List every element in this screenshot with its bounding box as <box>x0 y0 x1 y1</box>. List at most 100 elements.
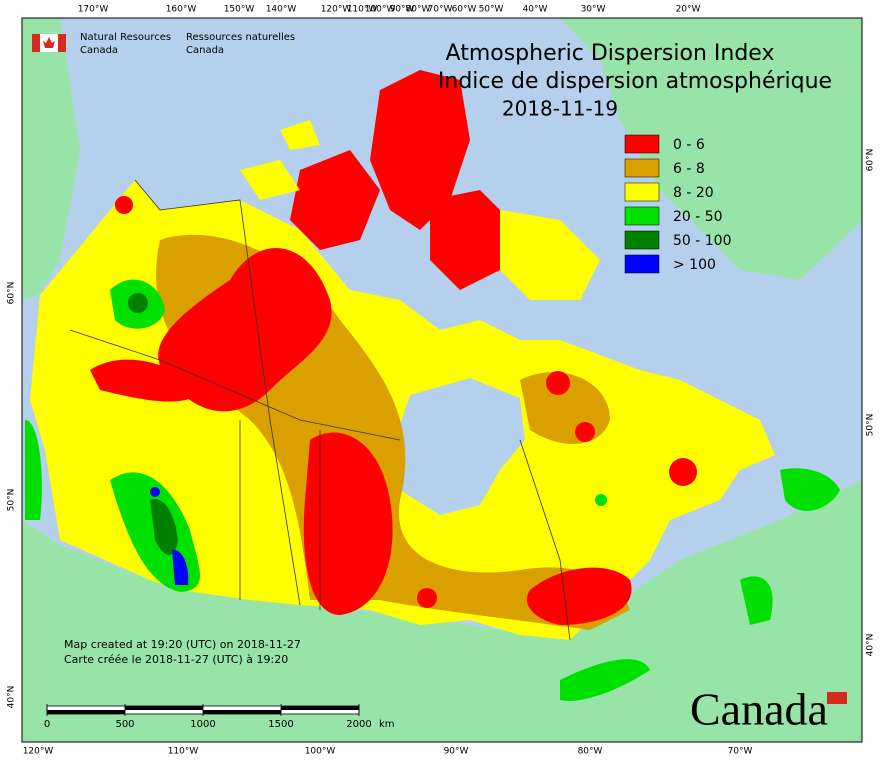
lon-label-top: 170°W <box>78 5 109 15</box>
lon-label-top: 80°W <box>406 5 431 15</box>
lat-label-left: 50°N <box>7 489 17 512</box>
region-red <box>546 371 570 395</box>
border <box>134 179 301 606</box>
region-red <box>575 422 595 442</box>
legend-label: 0 - 6 <box>673 137 705 153</box>
lon-label-top: 40°W <box>523 5 548 15</box>
title-date: 2018-11-19 <box>502 97 618 121</box>
greenland <box>560 18 862 280</box>
scale-bar-segment <box>125 706 203 710</box>
region-darkgreen <box>128 293 148 313</box>
legend-swatch <box>624 182 660 202</box>
scale-label: 1000 <box>190 719 215 730</box>
scale-bar-segment <box>203 710 281 714</box>
lon-label-top: 60°W <box>452 5 477 15</box>
region-red <box>526 567 632 625</box>
legend-swatch <box>624 134 660 154</box>
island <box>290 150 380 250</box>
region-green <box>780 468 840 511</box>
flag-bar <box>58 34 66 52</box>
lon-label-bottom: 110°W <box>168 747 199 757</box>
lat-label-right: 40°N <box>866 634 876 657</box>
lon-label-top: 90°W <box>390 5 415 15</box>
legend-label: > 100 <box>673 257 716 273</box>
legend-swatch <box>624 206 660 226</box>
region-red <box>90 359 200 402</box>
alaska <box>22 18 80 300</box>
scale-bar-segment <box>47 710 125 714</box>
border <box>519 439 571 641</box>
legend-swatch <box>624 254 660 274</box>
border <box>69 329 401 441</box>
usa <box>22 480 862 742</box>
wordmark: Canada <box>690 684 847 735</box>
title-en: Atmospheric Dispersion Index <box>446 41 775 66</box>
region-blue <box>172 549 189 585</box>
island <box>280 120 320 150</box>
agency-en: Natural Resources <box>80 32 171 43</box>
agency-en-country: Canada <box>80 45 118 56</box>
lon-label-bottom: 100°W <box>305 747 336 757</box>
lon-label-bottom: 70°W <box>728 747 753 757</box>
region-darkgreen <box>150 499 178 555</box>
region-red <box>417 588 437 608</box>
generated: 0 - 6 6 - 8 8 - 20 20 - 50 50 - 100 > 100 170°… <box>7 5 876 757</box>
lon-label-top: 110°W <box>347 5 378 15</box>
region-red <box>115 196 133 214</box>
agency-header: Natural Resources Canada Ressources natu… <box>32 32 295 56</box>
region-green <box>595 494 607 506</box>
lat-label-left: 40°N <box>7 686 17 709</box>
lon-label-top: 50°W <box>479 5 504 15</box>
frame-border <box>21 17 863 743</box>
scale-unit: km <box>379 719 395 730</box>
lon-label-top: 70°W <box>428 5 453 15</box>
lon-label-bottom: 120°W <box>23 747 54 757</box>
island <box>500 210 600 300</box>
wordmark-flag <box>827 692 847 704</box>
lat-label-right: 50°N <box>866 414 876 437</box>
lat-label-right: 60°N <box>866 149 876 172</box>
lon-label-bottom: 90°W <box>444 747 469 757</box>
credit-fr: Carte créée le 2018-11-27 (UTC) à 19:20 <box>64 653 288 666</box>
legend-label: 50 - 100 <box>673 233 732 249</box>
region-red <box>158 247 332 412</box>
region-green <box>740 576 773 625</box>
lon-label-top: 20°W <box>676 5 701 15</box>
region-blue <box>150 487 160 497</box>
flag-bar <box>32 34 40 52</box>
lon-label-top: 120°W <box>321 5 352 15</box>
credit-en: Map created at 19:20 (UTC) on 2018-11-27 <box>64 638 301 651</box>
scale-label: 1500 <box>268 719 293 730</box>
lon-label-top: 150°W <box>224 5 255 15</box>
lon-label-top: 30°W <box>581 5 606 15</box>
region-red <box>669 458 697 486</box>
region-green <box>25 420 42 520</box>
lon-label-top: 100°W <box>365 5 396 15</box>
lon-label-bottom: 80°W <box>578 747 603 757</box>
wordmark-text: Canada <box>690 684 828 735</box>
scale-label: 500 <box>115 719 134 730</box>
lon-label-top: 140°W <box>266 5 297 15</box>
map-frame <box>22 18 862 742</box>
title-fr: Indice de dispersion atmosphérique <box>438 69 832 94</box>
legend-swatch <box>624 158 660 178</box>
island <box>430 190 510 290</box>
scale-label: 0 <box>44 719 50 730</box>
region-red <box>303 432 393 615</box>
legend-swatch <box>624 230 660 250</box>
lon-label-top: 160°W <box>166 5 197 15</box>
scale-bar-segment <box>281 706 359 710</box>
scale-label: 2000 <box>346 719 371 730</box>
island <box>370 70 470 230</box>
agency-fr-country: Canada <box>186 45 224 56</box>
flag-leaf <box>43 37 55 48</box>
hudson-bay <box>395 378 525 515</box>
legend-label: 6 - 8 <box>673 161 705 177</box>
region-green <box>560 659 650 701</box>
borders <box>69 179 571 641</box>
lat-label-left: 60°N <box>7 282 17 305</box>
agency-fr: Ressources naturelles <box>186 32 295 43</box>
legend-label: 8 - 20 <box>673 185 714 201</box>
legend-label: 20 - 50 <box>673 209 723 225</box>
